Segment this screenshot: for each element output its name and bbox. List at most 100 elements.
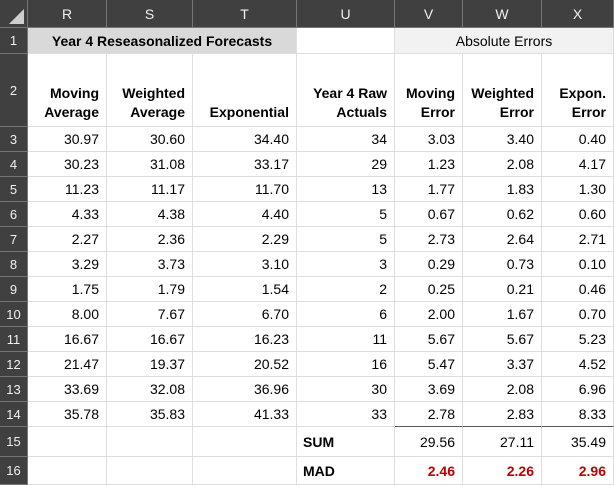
cell-S16[interactable]: [107, 457, 193, 485]
cell-X8[interactable]: 0.10: [542, 252, 614, 277]
cell-W7[interactable]: 2.64: [463, 227, 542, 252]
cell-V11[interactable]: 5.67: [395, 327, 463, 352]
row-header-16[interactable]: 16: [0, 457, 28, 485]
cell-R4[interactable]: 30.23: [28, 152, 107, 177]
row-header-9[interactable]: 9: [0, 277, 28, 302]
cell-U14[interactable]: 33: [297, 402, 395, 427]
cell-R15[interactable]: [28, 427, 107, 457]
cell-R9[interactable]: 1.75: [28, 277, 107, 302]
column-title-moving-error[interactable]: Moving Error: [395, 54, 463, 127]
cell-R5[interactable]: 11.23: [28, 177, 107, 202]
cell-W4[interactable]: 2.08: [463, 152, 542, 177]
cell-V15[interactable]: 29.56: [395, 427, 463, 457]
cell-X12[interactable]: 4.52: [542, 352, 614, 377]
row-header-5[interactable]: 5: [0, 177, 28, 202]
cell-V13[interactable]: 3.69: [395, 377, 463, 402]
cell-R10[interactable]: 8.00: [28, 302, 107, 327]
row-header-7[interactable]: 7: [0, 227, 28, 252]
cell-T9[interactable]: 1.54: [193, 277, 297, 302]
cell-U6[interactable]: 5: [297, 202, 395, 227]
row-header-1[interactable]: 1: [0, 28, 28, 54]
select-all-button[interactable]: [0, 0, 28, 28]
cell-R16[interactable]: [28, 457, 107, 485]
cell-W11[interactable]: 5.67: [463, 327, 542, 352]
column-header-U[interactable]: U: [297, 0, 395, 28]
cell-S13[interactable]: 32.08: [107, 377, 193, 402]
cell-X9[interactable]: 0.46: [542, 277, 614, 302]
cell-R3[interactable]: 30.97: [28, 127, 107, 152]
absolute-errors-cell[interactable]: Absolute Errors: [395, 28, 614, 54]
column-header-W[interactable]: W: [463, 0, 542, 28]
cell-U13[interactable]: 30: [297, 377, 395, 402]
cell-W16[interactable]: 2.26: [463, 457, 542, 485]
cell-X3[interactable]: 0.40: [542, 127, 614, 152]
cell-T13[interactable]: 36.96: [193, 377, 297, 402]
cell-S6[interactable]: 4.38: [107, 202, 193, 227]
cell-T7[interactable]: 2.29: [193, 227, 297, 252]
cell-U3[interactable]: 34: [297, 127, 395, 152]
cell-V14[interactable]: 2.78: [395, 402, 463, 427]
cell-T12[interactable]: 20.52: [193, 352, 297, 377]
cell-W8[interactable]: 0.73: [463, 252, 542, 277]
column-title-exponential[interactable]: Exponential: [193, 54, 297, 127]
cell-S15[interactable]: [107, 427, 193, 457]
cell-S8[interactable]: 3.73: [107, 252, 193, 277]
cell-T16[interactable]: [193, 457, 297, 485]
row-header-10[interactable]: 10: [0, 302, 28, 327]
column-title-moving-average[interactable]: Moving Average: [28, 54, 107, 127]
cell-U10[interactable]: 6: [297, 302, 395, 327]
cell-X4[interactable]: 4.17: [542, 152, 614, 177]
summary-label-sum[interactable]: SUM: [297, 427, 395, 457]
cell-T11[interactable]: 16.23: [193, 327, 297, 352]
cell-S5[interactable]: 11.17: [107, 177, 193, 202]
cell-T4[interactable]: 33.17: [193, 152, 297, 177]
cell-T6[interactable]: 4.40: [193, 202, 297, 227]
cell-R14[interactable]: 35.78: [28, 402, 107, 427]
cell-X15[interactable]: 35.49: [542, 427, 614, 457]
column-title-expon-error[interactable]: Expon. Error: [542, 54, 614, 127]
cell-R11[interactable]: 16.67: [28, 327, 107, 352]
column-header-R[interactable]: R: [28, 0, 107, 28]
cell-W9[interactable]: 0.21: [463, 277, 542, 302]
cell-W5[interactable]: 1.83: [463, 177, 542, 202]
row-header-14[interactable]: 14: [0, 402, 28, 427]
cell-W15[interactable]: 27.11: [463, 427, 542, 457]
cell-S11[interactable]: 16.67: [107, 327, 193, 352]
cell-T5[interactable]: 11.70: [193, 177, 297, 202]
cell-S12[interactable]: 19.37: [107, 352, 193, 377]
cell-S3[interactable]: 30.60: [107, 127, 193, 152]
row-header-15[interactable]: 15: [0, 427, 28, 457]
column-header-T[interactable]: T: [193, 0, 297, 28]
cell-X13[interactable]: 6.96: [542, 377, 614, 402]
cell-W3[interactable]: 3.40: [463, 127, 542, 152]
row-header-8[interactable]: 8: [0, 252, 28, 277]
cell-U8[interactable]: 3: [297, 252, 395, 277]
row-header-6[interactable]: 6: [0, 202, 28, 227]
column-title-weighted-average[interactable]: Weighted Average: [107, 54, 193, 127]
cell-X6[interactable]: 0.60: [542, 202, 614, 227]
cell-X11[interactable]: 5.23: [542, 327, 614, 352]
cell-R7[interactable]: 2.27: [28, 227, 107, 252]
cell-R8[interactable]: 3.29: [28, 252, 107, 277]
row-header-4[interactable]: 4: [0, 152, 28, 177]
cell-X7[interactable]: 2.71: [542, 227, 614, 252]
column-title-year-4-raw-actuals[interactable]: Year 4 Raw Actuals: [297, 54, 395, 127]
cell-V16[interactable]: 2.46: [395, 457, 463, 485]
cell-W10[interactable]: 1.67: [463, 302, 542, 327]
cell-U12[interactable]: 16: [297, 352, 395, 377]
cell-U11[interactable]: 11: [297, 327, 395, 352]
column-header-S[interactable]: S: [107, 0, 193, 28]
cell-X14[interactable]: 8.33: [542, 402, 614, 427]
summary-label-mad[interactable]: MAD: [297, 457, 395, 485]
cell-W6[interactable]: 0.62: [463, 202, 542, 227]
cell-V8[interactable]: 0.29: [395, 252, 463, 277]
cell-S4[interactable]: 31.08: [107, 152, 193, 177]
column-header-X[interactable]: X: [542, 0, 614, 28]
cell-S9[interactable]: 1.79: [107, 277, 193, 302]
title-cell[interactable]: Year 4 Reseasonalized Forecasts: [28, 28, 297, 54]
cell-V3[interactable]: 3.03: [395, 127, 463, 152]
cell-U5[interactable]: 13: [297, 177, 395, 202]
cell-S14[interactable]: 35.83: [107, 402, 193, 427]
row-header-2[interactable]: 2: [0, 54, 28, 127]
cell-S10[interactable]: 7.67: [107, 302, 193, 327]
